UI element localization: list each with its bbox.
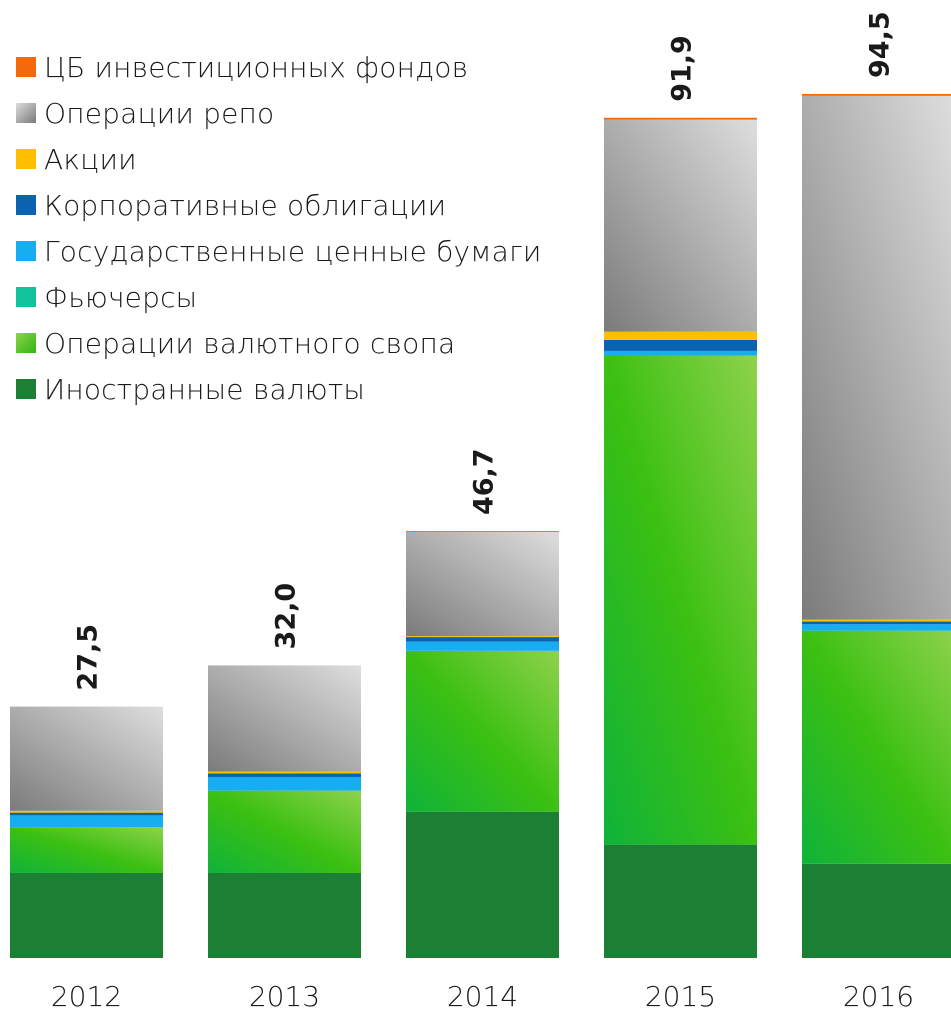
legend-swatch bbox=[16, 103, 36, 123]
legend-swatch bbox=[16, 287, 36, 307]
legend-item: Иностранные валюты bbox=[16, 366, 542, 412]
bar-segment bbox=[604, 355, 757, 845]
bar-segment bbox=[604, 339, 757, 351]
legend-swatch bbox=[16, 333, 36, 353]
x-tick-label: 2012 bbox=[51, 980, 122, 1012]
bar-total-label: 46,7 bbox=[469, 448, 500, 515]
bar-segment bbox=[208, 665, 361, 772]
legend-label: Иностранные валюты bbox=[44, 372, 366, 406]
legend-swatch bbox=[16, 241, 36, 261]
legend-label: Фьючерсы bbox=[44, 280, 198, 314]
bar-segment bbox=[604, 350, 757, 356]
legend-item: Операции репо bbox=[16, 90, 542, 136]
bar-segment bbox=[802, 630, 951, 864]
legend-item: Акции bbox=[16, 136, 542, 182]
bar-segment bbox=[10, 706, 163, 811]
legend-swatch bbox=[16, 149, 36, 169]
legend-label: Акции bbox=[44, 142, 137, 176]
bar-total-label: 94,5 bbox=[865, 11, 896, 78]
legend-item: Операции валютного свопа bbox=[16, 320, 542, 366]
bar-total-label: 32,0 bbox=[271, 583, 302, 650]
bar-segment bbox=[802, 624, 951, 631]
legend-label: Государственные ценные бумаги bbox=[44, 234, 542, 268]
legend-label: Операции репо bbox=[44, 96, 275, 130]
bar-segment bbox=[802, 621, 951, 625]
bar-segment bbox=[406, 637, 559, 642]
legend-swatch bbox=[16, 195, 36, 215]
legend-item: ЦБ инвестиционных фондов bbox=[16, 44, 542, 90]
bar-segment bbox=[406, 531, 559, 532]
bar-segment bbox=[802, 863, 951, 958]
bar-segment bbox=[406, 811, 559, 958]
legend-swatch bbox=[16, 57, 36, 77]
x-tick-label: 2013 bbox=[249, 980, 320, 1012]
bar-total-label: 27,5 bbox=[73, 624, 104, 691]
legend-item: Корпоративные облигации bbox=[16, 182, 542, 228]
bar-segment bbox=[802, 95, 951, 620]
bar-segment bbox=[10, 812, 163, 816]
bar-segment bbox=[406, 641, 559, 651]
bar-segment bbox=[406, 636, 559, 638]
bar-segment bbox=[406, 531, 559, 637]
bar-total-label: 91,9 bbox=[667, 35, 698, 102]
legend-label: Корпоративные облигации bbox=[44, 188, 447, 222]
legend-item: Государственные ценные бумаги bbox=[16, 228, 542, 274]
x-tick-label: 2015 bbox=[645, 980, 716, 1012]
legend: ЦБ инвестиционных фондов Операции репо Акц… bbox=[16, 44, 542, 412]
legend-label: ЦБ инвестиционных фондов bbox=[44, 50, 469, 84]
legend-label: Операции валютного свопа bbox=[44, 326, 456, 360]
bar-segment bbox=[208, 872, 361, 958]
bar-segment bbox=[604, 117, 757, 120]
bar-segment bbox=[208, 773, 361, 777]
bar-segment bbox=[604, 331, 757, 340]
bar-segment bbox=[604, 119, 757, 332]
bar-segment bbox=[10, 815, 163, 828]
bar-segment bbox=[604, 844, 757, 958]
bar-segment bbox=[10, 827, 163, 873]
bar-segment bbox=[10, 872, 163, 958]
legend-swatch bbox=[16, 379, 36, 399]
bar-segment bbox=[208, 771, 361, 774]
x-tick-label: 2016 bbox=[843, 980, 914, 1012]
bar-segment bbox=[208, 776, 361, 791]
x-tick-label: 2014 bbox=[447, 980, 518, 1012]
bar-segment bbox=[406, 650, 559, 812]
bar-segment bbox=[802, 619, 951, 622]
bar-segment bbox=[10, 810, 163, 813]
bar-segment bbox=[208, 790, 361, 873]
legend-item: Фьючерсы bbox=[16, 274, 542, 320]
bar-segment bbox=[802, 94, 951, 96]
